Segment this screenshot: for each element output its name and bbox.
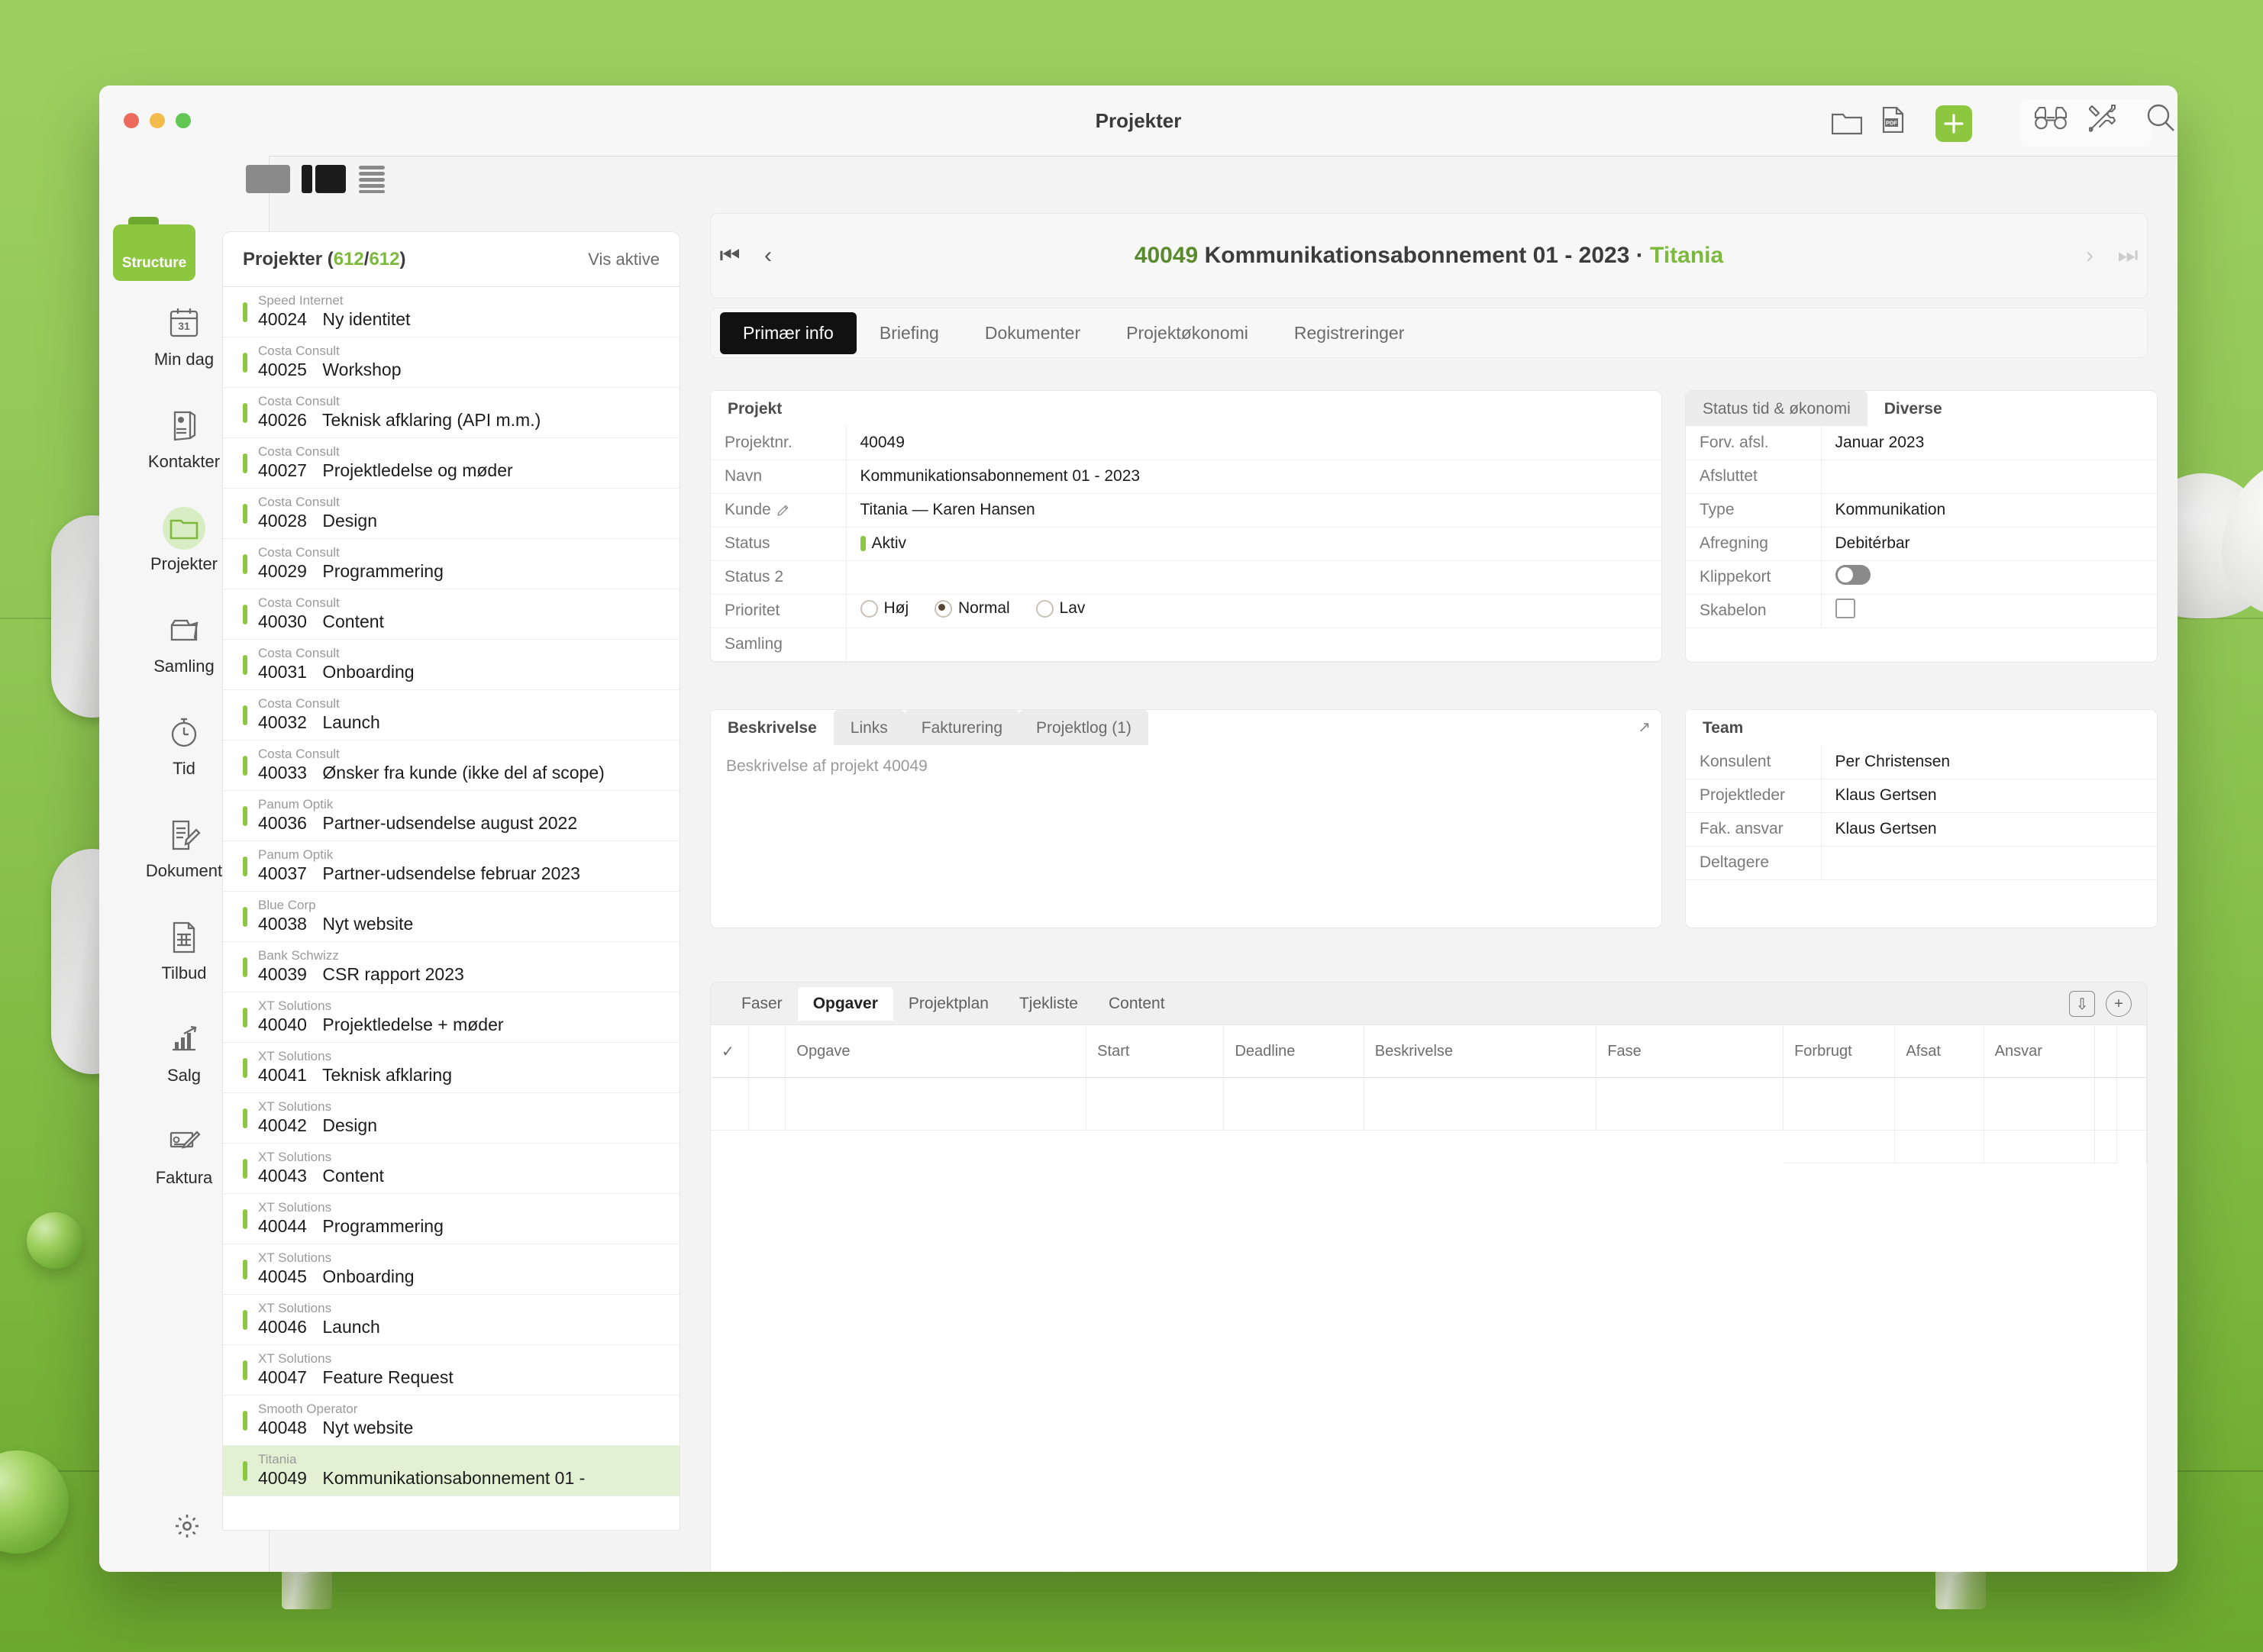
svg-text:PDF: PDF [1886, 120, 1897, 127]
svg-text:31: 31 [178, 320, 190, 332]
